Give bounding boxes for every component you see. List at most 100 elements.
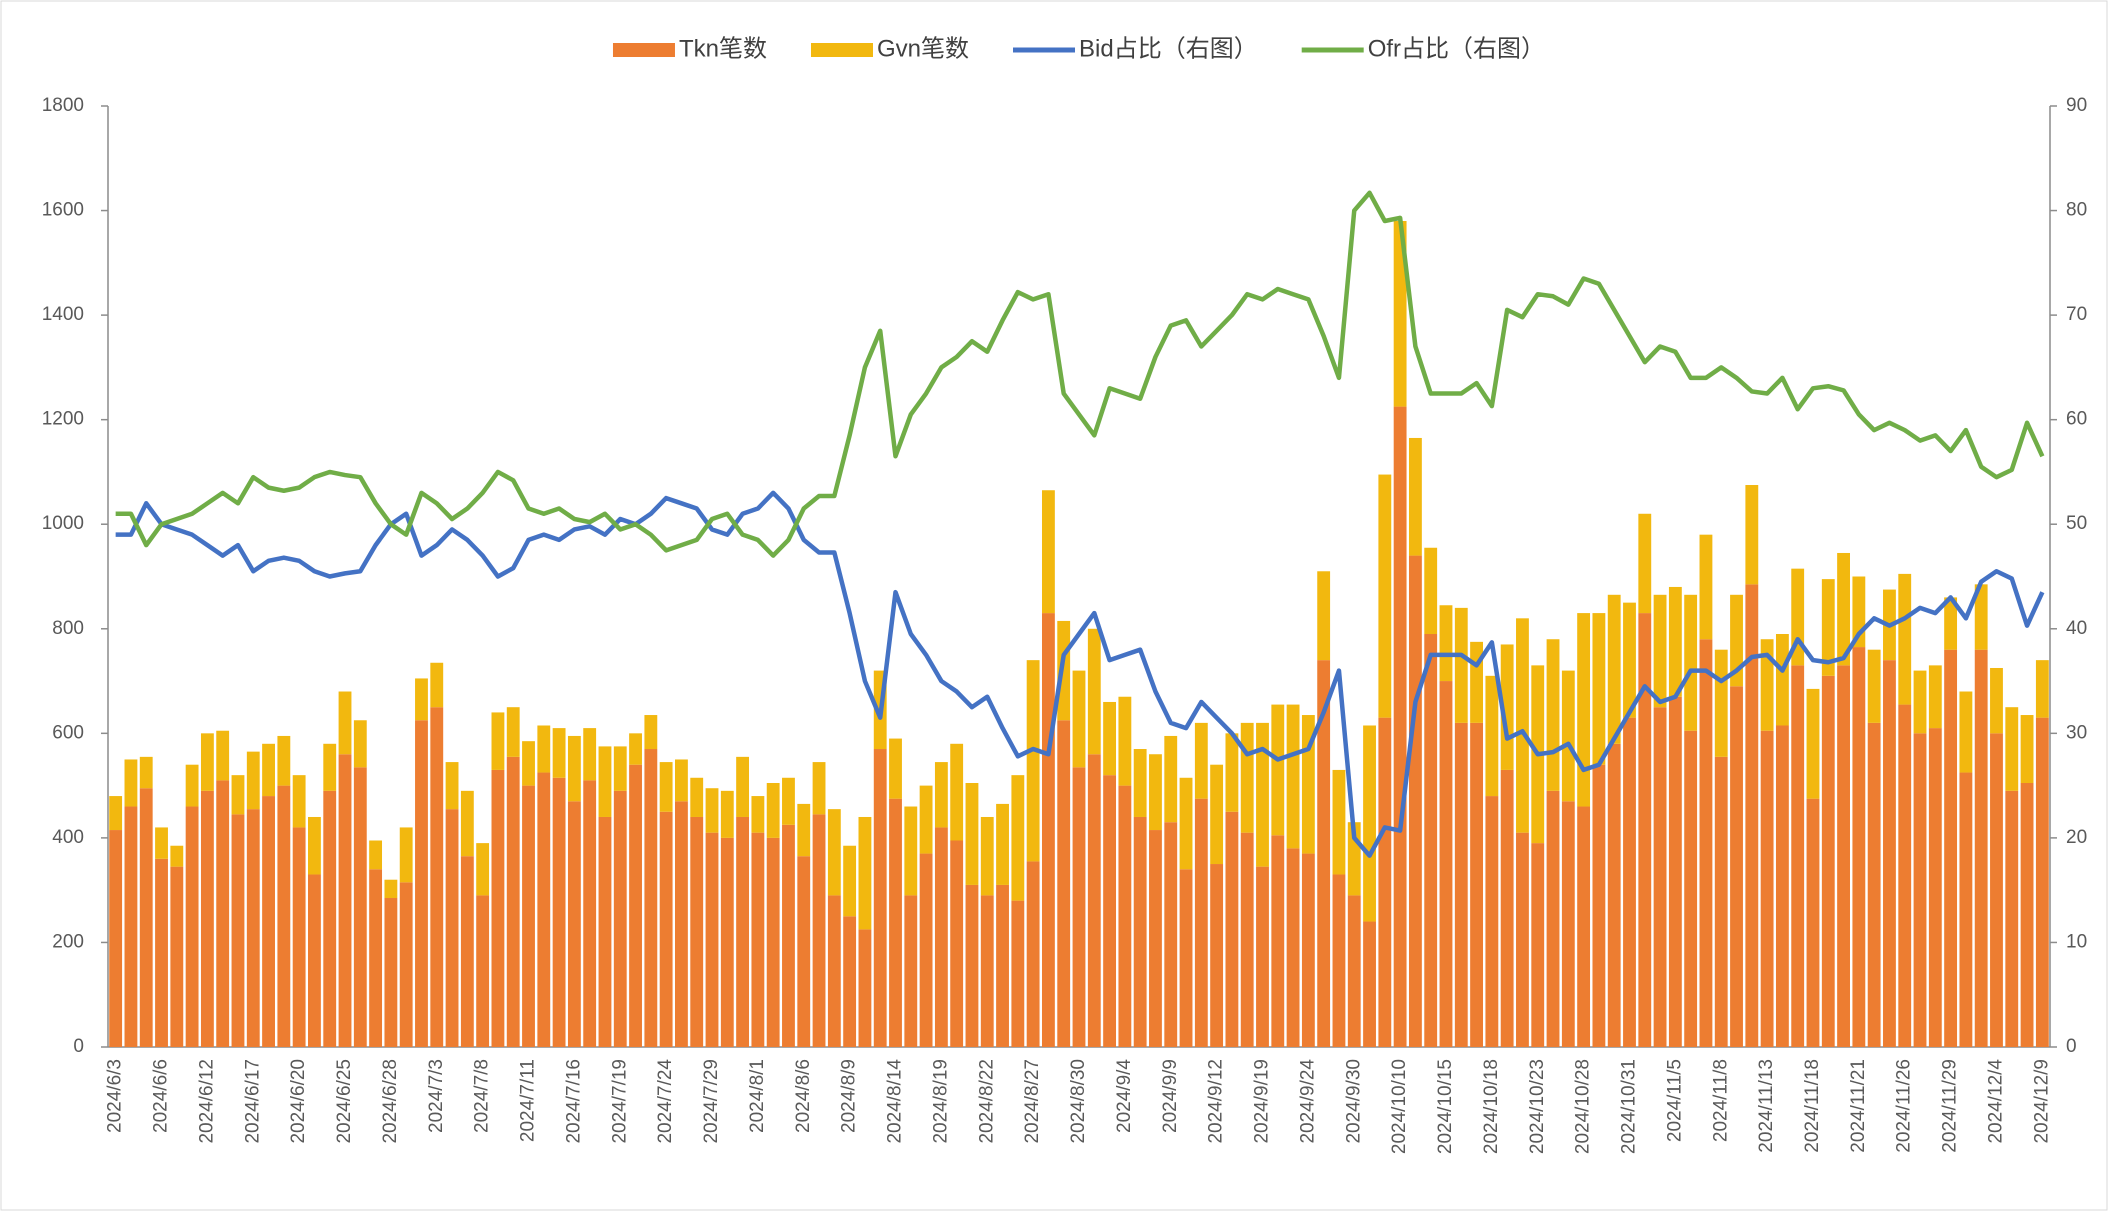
bar <box>1990 733 2003 1047</box>
bar <box>1424 547 1438 635</box>
x-tick-label: 2024/6/12 <box>196 1059 217 1144</box>
bar <box>308 816 321 875</box>
bar <box>1164 822 1178 1047</box>
bar <box>1653 707 1667 1047</box>
bar <box>2035 717 2049 1047</box>
x-tick-label: 2024/6/3 <box>105 1059 126 1133</box>
bar <box>1668 696 1682 1047</box>
bar <box>690 777 704 817</box>
bar <box>2035 660 2049 718</box>
y2-tick-label: 50 <box>2066 513 2087 534</box>
x-tick-label: 2024/11/8 <box>1710 1059 1731 1142</box>
x-tick-label: 2024/8/9 <box>839 1059 860 1133</box>
bar <box>1852 647 1866 1047</box>
line <box>115 490 2045 858</box>
bar <box>751 796 765 833</box>
bar <box>1913 670 1927 734</box>
bar <box>1103 775 1117 1047</box>
bar <box>506 756 520 1047</box>
bar <box>1439 681 1453 1047</box>
bar <box>1378 474 1392 718</box>
bar <box>659 762 673 812</box>
bar <box>139 756 153 789</box>
bar <box>965 884 979 1047</box>
bar <box>1439 605 1453 682</box>
bar <box>124 759 138 807</box>
bar <box>1210 764 1224 865</box>
x-tick-label: 2024/7/24 <box>655 1059 676 1144</box>
y-tick-label: 1600 <box>42 200 84 221</box>
bar <box>1087 754 1101 1047</box>
legend-item: Bid占比（右图） <box>1013 35 1258 62</box>
bar <box>980 895 994 1047</box>
y2-tick-label: 0 <box>2066 1036 2077 1057</box>
x-tick-label: 2024/10/10 <box>1389 1059 1410 1154</box>
bar <box>567 735 581 802</box>
x-tick-label: 2024/6/17 <box>242 1059 263 1144</box>
y2-tick-label: 60 <box>2066 409 2087 430</box>
bar <box>1225 733 1239 812</box>
y-tick-label: 1200 <box>42 409 84 430</box>
bar <box>522 741 535 786</box>
bar <box>613 746 627 791</box>
bar <box>246 751 260 810</box>
legend-item: Gvn笔数 <box>810 35 969 62</box>
bar <box>308 874 321 1047</box>
bar <box>323 743 337 791</box>
bar <box>843 916 857 1047</box>
bar <box>277 735 291 786</box>
bar <box>170 866 184 1047</box>
bar <box>1011 900 1025 1047</box>
y2-tick-label: 70 <box>2066 304 2087 325</box>
bar <box>231 775 245 815</box>
bar <box>1087 628 1101 755</box>
bar <box>338 754 352 1047</box>
bar <box>980 816 994 896</box>
bar <box>1821 579 1835 676</box>
bar <box>1485 675 1499 797</box>
bar <box>567 801 581 1047</box>
bar <box>1561 670 1575 802</box>
bar <box>231 814 245 1047</box>
bar <box>1194 798 1208 1047</box>
bar <box>1026 660 1040 862</box>
bar <box>598 816 612 1047</box>
bar <box>1944 597 1958 650</box>
bar <box>1118 696 1132 786</box>
bar <box>1133 749 1147 817</box>
bar <box>1607 594 1621 744</box>
bar <box>766 782 780 838</box>
bar <box>889 798 902 1047</box>
bar <box>200 733 214 791</box>
y-tick-label: 1400 <box>42 304 84 325</box>
bar <box>1898 704 1912 1047</box>
bar <box>1714 649 1728 757</box>
bar <box>1974 649 1988 1047</box>
bar <box>1684 594 1698 731</box>
bar <box>1133 816 1147 1047</box>
bar <box>889 738 902 799</box>
x-tick-label: 2024/10/31 <box>1619 1059 1640 1154</box>
x-tick-label: 2024/7/19 <box>609 1059 630 1144</box>
x-tick-label: 2024/11/18 <box>1802 1059 1823 1153</box>
bar <box>1103 701 1117 776</box>
x-tick-label: 2024/7/16 <box>563 1059 584 1144</box>
bar <box>1347 895 1361 1047</box>
bar <box>1317 660 1331 1047</box>
x-tick-label: 2024/8/27 <box>1022 1059 1043 1144</box>
bar <box>1531 843 1545 1047</box>
bar <box>644 715 658 750</box>
bar <box>338 691 352 755</box>
bar <box>766 837 780 1047</box>
y-tick-label: 1000 <box>42 513 84 534</box>
y-tick-label: 600 <box>52 722 84 743</box>
bar <box>1072 767 1086 1047</box>
bar <box>812 814 826 1047</box>
bar <box>629 733 642 765</box>
bar <box>675 801 688 1047</box>
bar <box>919 785 933 854</box>
legend-label: Bid占比（右图） <box>1079 35 1258 62</box>
bar <box>262 743 275 797</box>
bar <box>537 725 551 773</box>
bar <box>1898 573 1912 705</box>
